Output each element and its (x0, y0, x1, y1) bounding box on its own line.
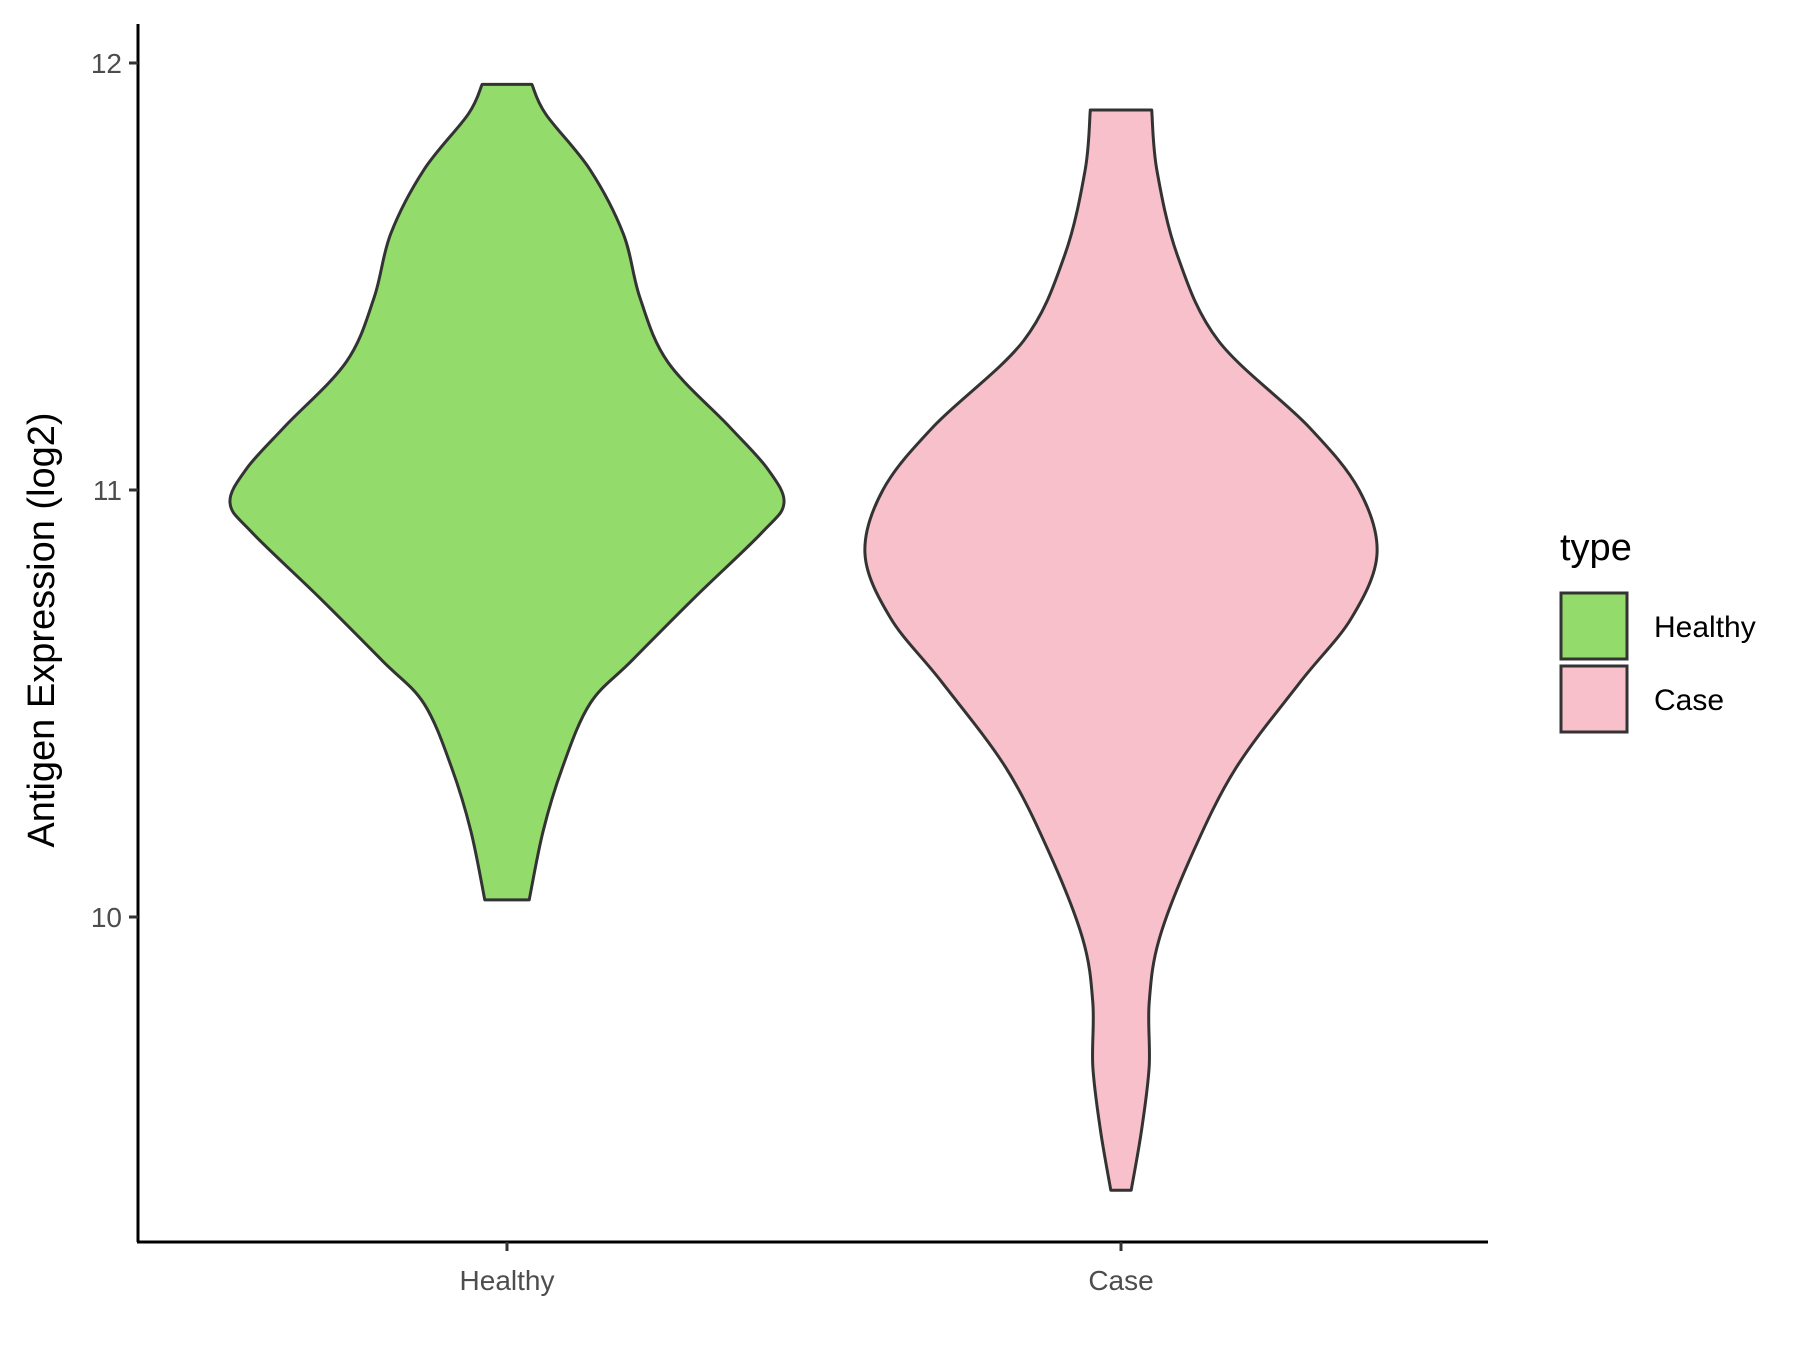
violin-healthy (228, 82, 786, 902)
y-tick-label: 10 (91, 902, 122, 933)
legend-title: type (1560, 527, 1632, 569)
x-ticks: Healthy Case (460, 1242, 1154, 1296)
x-tick-label: Case (1088, 1265, 1153, 1296)
legend-items: Healthy Case (1559, 591, 1756, 734)
y-tick-label: 12 (91, 48, 122, 79)
legend-label-healthy: Healthy (1654, 611, 1756, 644)
y-ticks: 10 11 12 (91, 48, 138, 933)
legend-key-healthy (1559, 591, 1629, 661)
legend-key-case (1559, 664, 1629, 734)
violin-layer (228, 82, 1379, 1192)
y-axis-title: Antigen Expression (log2) (21, 412, 63, 847)
legend-label-case: Case (1654, 684, 1724, 717)
legend: type Healthy Case (1559, 527, 1756, 734)
y-tick-label: 11 (93, 475, 122, 506)
x-tick-label: Healthy (460, 1265, 555, 1296)
violin-case (863, 108, 1379, 1192)
